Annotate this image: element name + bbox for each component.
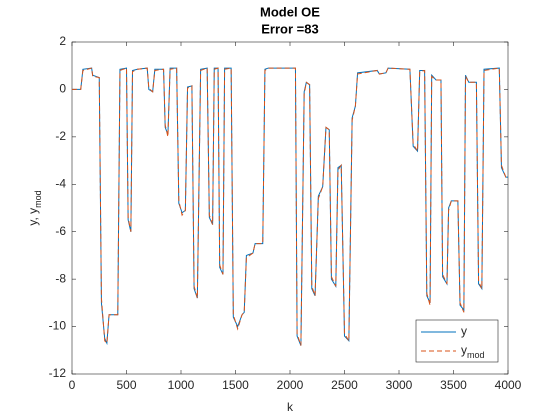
plot-area — [71, 41, 509, 375]
x-tick-label: 1000 — [168, 378, 195, 392]
x-axis-label: k — [287, 400, 294, 414]
legend-label: y — [461, 324, 467, 338]
y-tick-label: 0 — [59, 82, 66, 96]
chart-subtitle: Error =83 — [261, 21, 318, 36]
x-tick-label: 3500 — [440, 378, 467, 392]
x-tick-label: 2500 — [331, 378, 358, 392]
y-tick-label: -8 — [55, 271, 66, 285]
x-tick-label: 0 — [69, 378, 76, 392]
series-line — [72, 67, 508, 346]
y-tick-label: -12 — [49, 366, 67, 380]
x-tick-label: 500 — [116, 378, 136, 392]
y-tick-label: 2 — [59, 34, 66, 48]
x-tick-label: 1500 — [222, 378, 249, 392]
y-tick-label: -2 — [55, 129, 66, 143]
x-tick-label: 4000 — [495, 378, 522, 392]
y-tick-label: -4 — [55, 176, 66, 190]
x-tick-label: 2000 — [277, 378, 304, 392]
y-tick-label: -6 — [55, 224, 66, 238]
y-tick-label: -10 — [49, 319, 67, 333]
chart-title: Model OE — [260, 4, 320, 19]
x-tick-label: 3000 — [386, 378, 413, 392]
legend-box — [415, 319, 499, 363]
